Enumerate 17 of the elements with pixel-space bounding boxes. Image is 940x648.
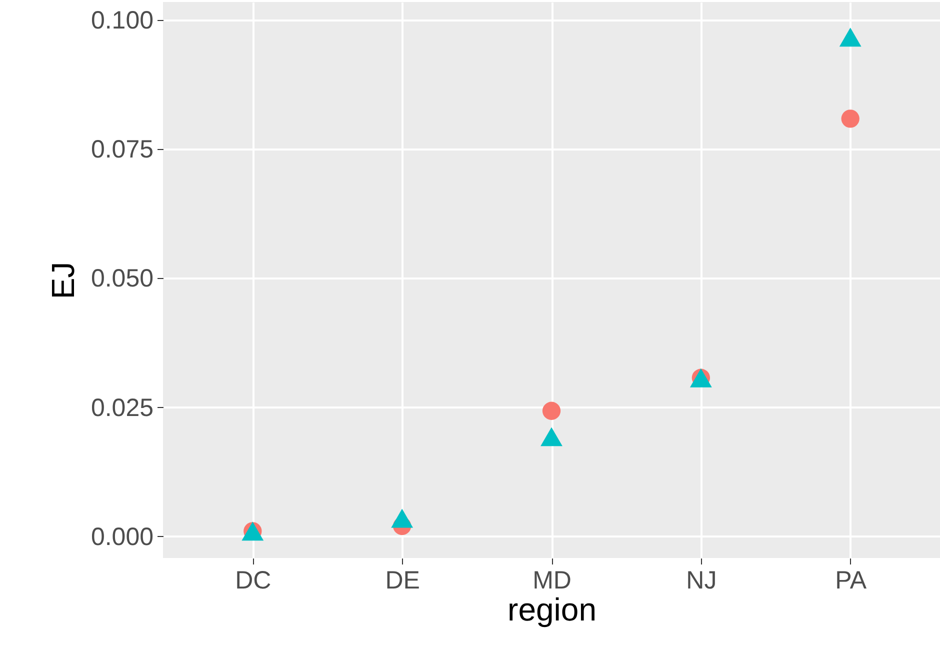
point	[839, 28, 862, 47]
y-tick-label: 0.025	[90, 394, 154, 422]
point	[841, 110, 860, 128]
point	[540, 427, 562, 446]
x-tick-label: PA	[835, 566, 867, 594]
y-tick-label: 0.075	[90, 136, 154, 164]
x-tick-label: DC	[235, 566, 272, 594]
x-axis-title: region	[508, 592, 596, 628]
x-tick-label: MD	[532, 566, 572, 594]
x-tick-label: DE	[385, 566, 420, 594]
point	[391, 508, 414, 528]
y-axis-title: EJ	[44, 262, 81, 300]
y-tick-label: 0.050	[90, 264, 154, 293]
x-tick-label: NJ	[686, 566, 717, 594]
point	[542, 402, 561, 420]
y-tick-label: 0.000	[90, 522, 154, 551]
y-tick-label: 0.100	[90, 6, 154, 35]
